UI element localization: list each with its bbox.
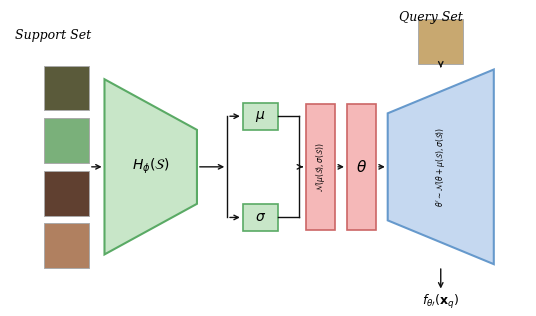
Text: Support Set: Support Set [15, 29, 91, 42]
Polygon shape [47, 174, 86, 213]
Polygon shape [44, 66, 89, 110]
Polygon shape [47, 121, 86, 160]
Text: $\theta' \sim \mathcal{N}(\theta+\mu(\mathcal{S}), \sigma(\mathcal{S}))$: $\theta' \sim \mathcal{N}(\theta+\mu(\ma… [434, 127, 447, 207]
Text: $\sigma$: $\sigma$ [255, 210, 266, 224]
Polygon shape [306, 104, 335, 230]
Polygon shape [347, 104, 376, 230]
Text: $\theta$: $\theta$ [356, 159, 367, 175]
Polygon shape [44, 171, 89, 216]
Polygon shape [44, 118, 89, 163]
Polygon shape [47, 69, 86, 107]
Text: $H_\phi(\mathcal{S})$: $H_\phi(\mathcal{S})$ [132, 157, 169, 177]
Polygon shape [105, 79, 197, 254]
Polygon shape [47, 226, 86, 265]
Text: $\mathcal{N}(\mu(\mathcal{S}), \sigma(\mathcal{S}))$: $\mathcal{N}(\mu(\mathcal{S}), \sigma(\m… [314, 142, 327, 192]
Text: $\mu$: $\mu$ [255, 109, 265, 124]
Polygon shape [44, 223, 89, 268]
Polygon shape [243, 103, 278, 130]
Polygon shape [243, 204, 278, 231]
Polygon shape [388, 70, 494, 264]
Text: $f_{\theta\prime}(\mathbf{x}_q)$: $f_{\theta\prime}(\mathbf{x}_q)$ [422, 293, 459, 311]
Text: Query Set: Query Set [399, 11, 463, 24]
Polygon shape [419, 19, 463, 64]
